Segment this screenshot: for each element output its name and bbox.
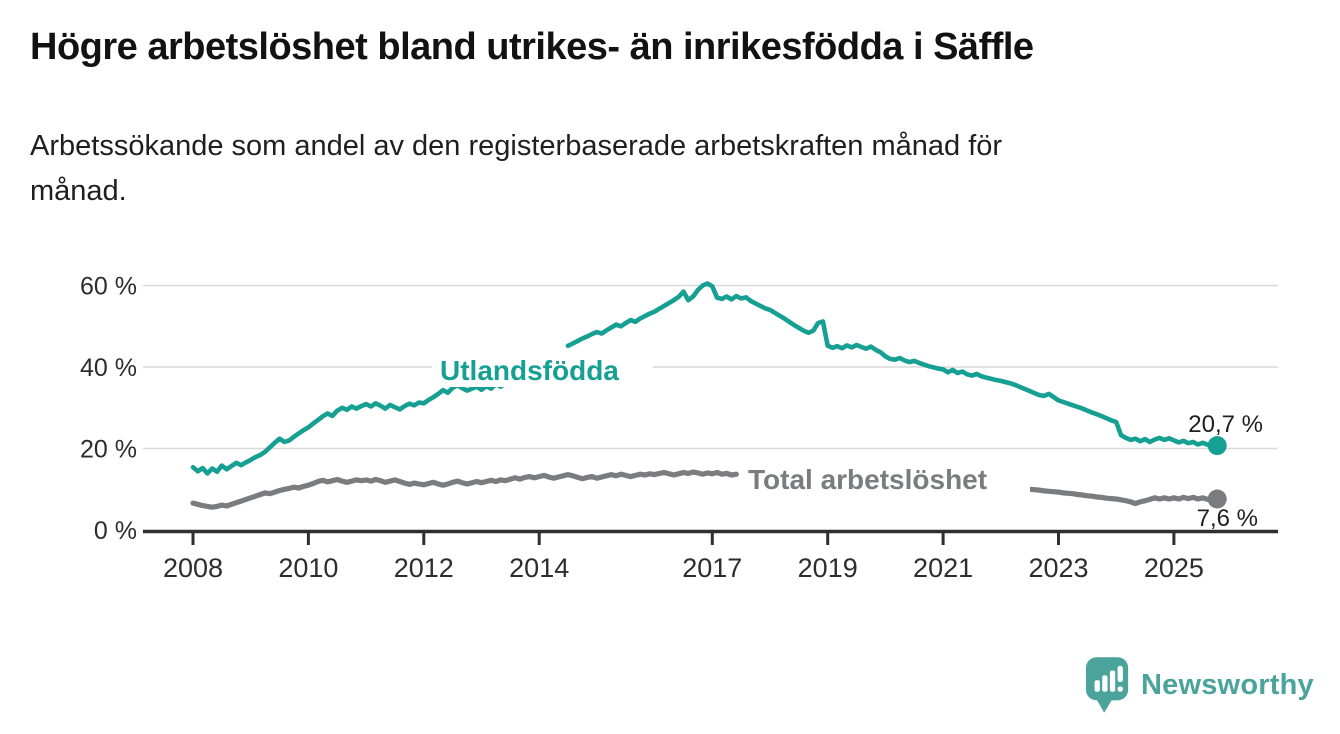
x-tick-label: 2014 (509, 553, 569, 583)
x-tick-label: 2017 (682, 553, 742, 583)
newsworthy-speech-bubble-barchart-icon (1085, 657, 1129, 713)
x-tick-label: 2019 (798, 553, 858, 583)
brand-wordmark: Newsworthy (1141, 668, 1314, 701)
x-tick-label: 2008 (163, 553, 223, 583)
end-dot-utlandsfodda (1207, 436, 1227, 456)
x-tick-label: 2023 (1028, 553, 1088, 583)
x-tick-label: 2021 (913, 553, 973, 583)
utlandsfodda-label-bg (432, 352, 653, 387)
end-value-label-total: 7,6 % (1197, 505, 1258, 532)
gridlines: 0 % 20 % 40 % 60 % (80, 273, 1278, 545)
y-tick-label: 60 % (80, 273, 137, 301)
total-arbetsloshet-label-bg (740, 461, 1030, 495)
y-tick-label: 0 % (94, 517, 137, 545)
series-label-total-arbetsloshet: Total arbetslöshet (748, 464, 987, 495)
chart-title: Högre arbetslöshet bland utrikes- än inr… (30, 26, 1034, 68)
x-axis: 2008 2010 2012 2014 2017 2019 2021 2023 2025 (143, 529, 1278, 583)
y-tick-label: 40 % (80, 354, 137, 382)
end-value-label-total-bg (1194, 509, 1262, 528)
x-tick-label: 2010 (278, 553, 338, 583)
end-dot-total-arbetsloshet (1207, 489, 1227, 509)
subtitle-line-1: Arbetssökande som andel av den registerb… (30, 130, 1003, 162)
end-value-label-utlandsfodda: 20,7 % (1188, 411, 1263, 438)
series-end-dots (1207, 436, 1227, 509)
subtitle-line-2: månad. (30, 175, 127, 207)
y-tick-label: 20 % (80, 436, 137, 464)
x-tick-label: 2012 (394, 553, 454, 583)
series-lines (190, 281, 1220, 510)
line-utlandsfodda (190, 281, 1220, 476)
line-total-arbetsloshet (190, 469, 1220, 510)
series-label-utlandsfodda: Utlandsfödda (440, 355, 619, 386)
x-tick-label: 2025 (1144, 553, 1204, 583)
newsworthy-logo: Newsworthy (1085, 654, 1325, 716)
chart-subtitle: Arbetssökande som andel av den registerb… (30, 124, 1260, 214)
